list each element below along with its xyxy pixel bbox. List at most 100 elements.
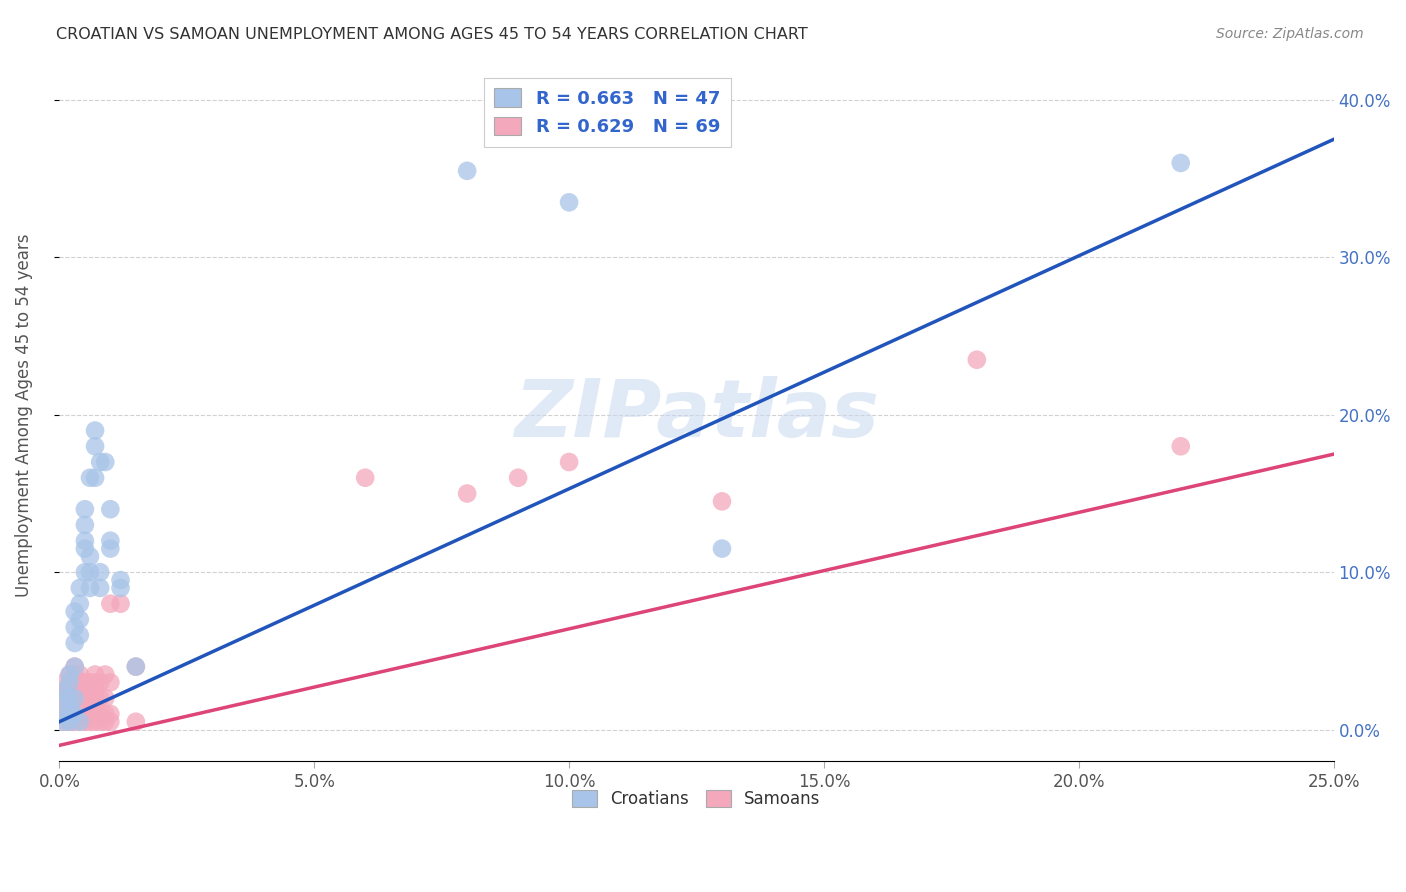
Point	[53, 714, 76, 729]
Point	[58, 691, 80, 706]
Point	[58, 706, 80, 721]
Point	[63, 691, 86, 706]
Point	[69, 612, 91, 626]
Point	[98, 533, 121, 548]
Point	[73, 683, 96, 698]
Point	[58, 714, 80, 729]
Point	[98, 502, 121, 516]
Point	[84, 424, 107, 438]
Point	[89, 565, 111, 579]
Text: Source: ZipAtlas.com: Source: ZipAtlas.com	[1216, 27, 1364, 41]
Point	[79, 698, 101, 713]
Point	[98, 714, 121, 729]
Point	[84, 471, 107, 485]
Point	[58, 667, 80, 681]
Point	[79, 675, 101, 690]
Point	[69, 698, 91, 713]
Point	[125, 659, 148, 673]
Point	[63, 706, 86, 721]
Point	[69, 597, 91, 611]
Point	[58, 714, 80, 729]
Point	[98, 706, 121, 721]
Point	[63, 659, 86, 673]
Point	[63, 667, 86, 681]
Point	[53, 706, 76, 721]
Point	[110, 597, 132, 611]
Point	[84, 439, 107, 453]
Point	[73, 706, 96, 721]
Point	[63, 706, 86, 721]
Text: ZIPatlas: ZIPatlas	[515, 376, 879, 454]
Point	[63, 714, 86, 729]
Point	[84, 691, 107, 706]
Point	[58, 691, 80, 706]
Point	[63, 675, 86, 690]
Point	[94, 706, 117, 721]
Point	[84, 706, 107, 721]
Point	[53, 675, 76, 690]
Point	[69, 691, 91, 706]
Point	[58, 698, 80, 713]
Point	[94, 667, 117, 681]
Point	[79, 471, 101, 485]
Point	[456, 486, 478, 500]
Point	[558, 455, 581, 469]
Point	[69, 714, 91, 729]
Point	[79, 565, 101, 579]
Point	[94, 714, 117, 729]
Point	[69, 714, 91, 729]
Point	[79, 691, 101, 706]
Point	[73, 691, 96, 706]
Point	[84, 667, 107, 681]
Point	[69, 628, 91, 642]
Point	[53, 691, 76, 706]
Point	[98, 541, 121, 556]
Legend: Croatians, Samoans: Croatians, Samoans	[565, 783, 827, 815]
Point	[711, 494, 734, 508]
Point	[89, 675, 111, 690]
Point	[58, 706, 80, 721]
Point	[58, 698, 80, 713]
Point	[125, 714, 148, 729]
Point	[73, 714, 96, 729]
Point	[89, 691, 111, 706]
Point	[1170, 156, 1192, 170]
Point	[84, 683, 107, 698]
Point	[73, 565, 96, 579]
Point	[558, 195, 581, 210]
Point	[58, 683, 80, 698]
Y-axis label: Unemployment Among Ages 45 to 54 years: Unemployment Among Ages 45 to 54 years	[15, 233, 32, 597]
Point	[354, 471, 377, 485]
Point	[69, 667, 91, 681]
Point	[69, 706, 91, 721]
Point	[58, 667, 80, 681]
Point	[63, 636, 86, 650]
Point	[98, 597, 121, 611]
Point	[53, 683, 76, 698]
Point	[110, 573, 132, 587]
Point	[73, 675, 96, 690]
Point	[110, 581, 132, 595]
Point	[84, 698, 107, 713]
Point	[58, 675, 80, 690]
Point	[94, 691, 117, 706]
Point	[63, 683, 86, 698]
Point	[79, 549, 101, 564]
Point	[125, 659, 148, 673]
Point	[69, 675, 91, 690]
Text: CROATIAN VS SAMOAN UNEMPLOYMENT AMONG AGES 45 TO 54 YEARS CORRELATION CHART: CROATIAN VS SAMOAN UNEMPLOYMENT AMONG AG…	[56, 27, 808, 42]
Point	[89, 455, 111, 469]
Point	[98, 675, 121, 690]
Point	[53, 706, 76, 721]
Point	[73, 502, 96, 516]
Point	[73, 698, 96, 713]
Point	[73, 541, 96, 556]
Point	[711, 541, 734, 556]
Point	[79, 706, 101, 721]
Point	[456, 164, 478, 178]
Point	[79, 683, 101, 698]
Point	[79, 581, 101, 595]
Point	[53, 683, 76, 698]
Point	[58, 675, 80, 690]
Point	[63, 691, 86, 706]
